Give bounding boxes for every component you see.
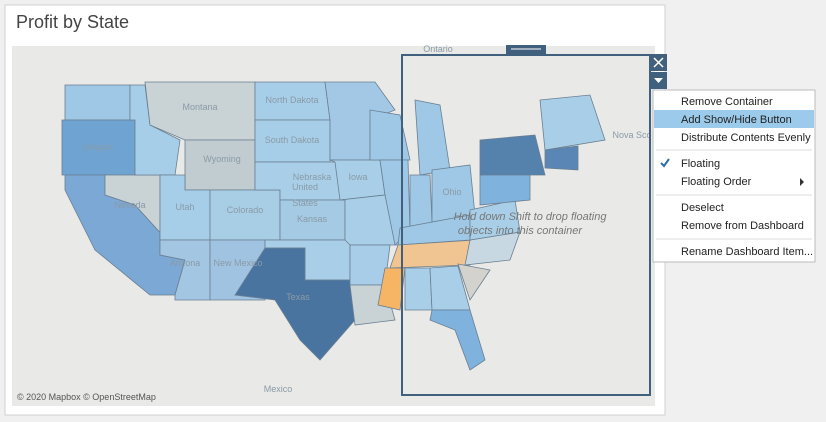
state-label: Montana <box>182 102 217 112</box>
state-label: Kansas <box>297 214 328 224</box>
drop-hint: objects into this container <box>458 225 583 237</box>
close-icon <box>653 57 664 68</box>
states <box>61 81 606 371</box>
state-label: Nevada <box>114 200 145 210</box>
state-label: North Dakota <box>265 95 318 105</box>
state-label: Arizona <box>170 258 201 268</box>
place-label: Ontario <box>423 44 453 54</box>
state-label: Ohio <box>442 187 461 197</box>
menu-item[interactable]: Remove from Dashboard <box>681 220 804 232</box>
state-label: Texas <box>286 292 310 302</box>
menu-item[interactable]: Deselect <box>681 202 724 214</box>
state-label: Wyoming <box>203 154 240 164</box>
menu-checkmark <box>660 158 670 168</box>
menu-item[interactable]: Rename Dashboard Item... <box>681 246 813 258</box>
menu-highlight <box>654 110 814 128</box>
dropdown-icon <box>654 78 663 83</box>
menu-item[interactable]: Distribute Contents Evenly <box>681 132 811 144</box>
state-label: Nebraska <box>293 172 332 182</box>
state-label: Oregon <box>83 142 113 152</box>
menu-item[interactable]: Floating <box>681 158 720 170</box>
drop-hint: Hold down Shift to drop floating <box>454 211 608 223</box>
state-label: New Mexico <box>213 258 262 268</box>
state-label: Utah <box>175 202 194 212</box>
map-labels: Ontario United States Mexico Nova Sco Mo… <box>83 44 652 394</box>
map-attribution: © 2020 Mapbox © OpenStreetMap <box>17 392 156 402</box>
title: Profit by State <box>16 12 129 32</box>
menu-item[interactable]: Remove Container <box>681 96 773 108</box>
item-controls <box>650 54 667 89</box>
state-label: Iowa <box>348 172 367 182</box>
layout-container: Hold down Shift to drop floating objects… <box>401 45 651 396</box>
menu-item[interactable]: Add Show/Hide Button <box>681 114 792 126</box>
place-label: States <box>292 198 318 208</box>
state-label: Colorado <box>227 205 264 215</box>
submenu-arrow <box>800 178 804 186</box>
context-menu: Remove Container Add Show/Hide Button Dist… <box>652 89 816 263</box>
menu-item[interactable]: Floating Order <box>681 176 752 188</box>
state-label: South Dakota <box>265 135 320 145</box>
container-border <box>401 54 651 396</box>
place-label: Nova Sco <box>612 130 651 140</box>
place-label: United <box>292 182 318 192</box>
place-label: Mexico <box>264 384 293 394</box>
